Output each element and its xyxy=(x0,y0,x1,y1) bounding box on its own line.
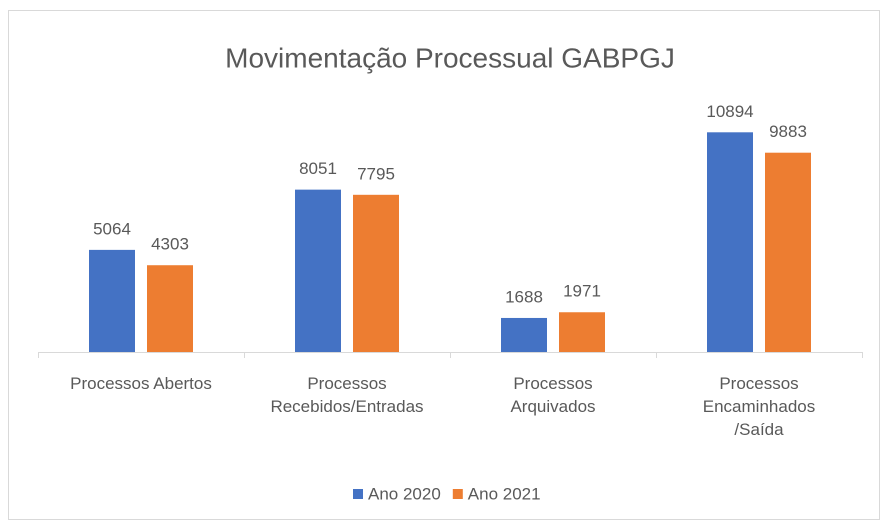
bar xyxy=(353,194,399,352)
legend-swatch xyxy=(353,489,363,499)
value-label: 8051 xyxy=(299,159,337,178)
x-tick-label: Processos Encaminhados /Saída xyxy=(702,374,816,439)
bar xyxy=(89,249,135,352)
x-tick-label: Processos Recebidos/Entradas xyxy=(270,374,424,416)
x-tick-label: Processos Abertos xyxy=(70,374,212,393)
value-label: 1688 xyxy=(505,287,543,306)
value-label: 9883 xyxy=(769,122,807,141)
value-label: 10894 xyxy=(706,102,753,121)
legend-label: Ano 2020 xyxy=(368,484,441,503)
value-label: 1971 xyxy=(563,282,601,301)
bar xyxy=(295,189,341,352)
legend-label: Ano 2021 xyxy=(468,484,541,503)
bar xyxy=(501,317,547,352)
chart-title: Movimentação Processual GABPGJ xyxy=(225,42,675,73)
legend-swatch xyxy=(452,489,463,499)
bar xyxy=(765,152,811,352)
value-label: 4303 xyxy=(151,235,189,254)
x-tick-label: Processos Arquivados xyxy=(510,374,596,416)
bar xyxy=(707,132,753,352)
bar xyxy=(559,312,605,352)
value-label: 7795 xyxy=(357,164,395,183)
value-label: 5064 xyxy=(93,219,131,238)
bar xyxy=(147,265,193,352)
